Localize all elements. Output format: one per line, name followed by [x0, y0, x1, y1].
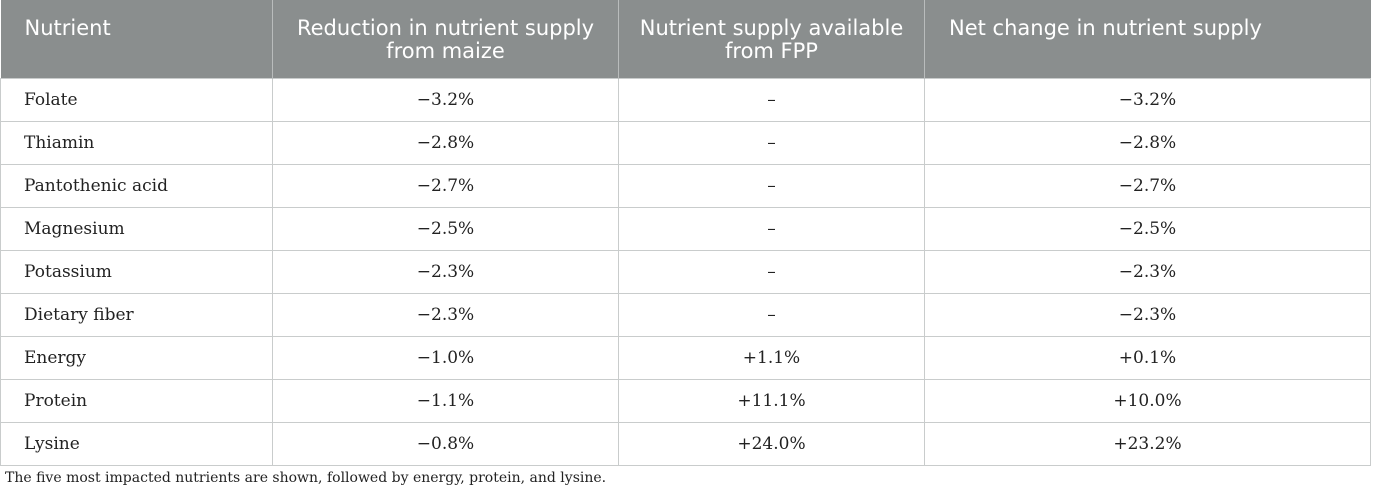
table-row: Pantothenic acid −2.7% – −2.7%: [0, 164, 1371, 208]
header-supply-from-fpp: Nutrient supply available from FPP: [618, 0, 925, 79]
fpp-supply-cell: +1.1%: [618, 336, 925, 380]
table-row: Folate −3.2% – −3.2%: [0, 78, 1371, 122]
nutrient-name-cell: Protein: [0, 379, 273, 423]
nutrient-name-cell: Energy: [0, 336, 273, 380]
header-reduction-from-maize: Reduction in nutrient supply from maize: [272, 0, 619, 79]
nutrient-name-cell: Dietary fiber: [0, 293, 273, 337]
fpp-supply-cell: –: [618, 250, 925, 294]
fpp-supply-cell: –: [618, 164, 925, 208]
reduction-cell: −2.8%: [272, 121, 619, 165]
nutrient-table-container: Nutrient Reduction in nutrient supply fr…: [0, 0, 1371, 466]
net-change-cell: +23.2%: [924, 422, 1371, 466]
table-header: Nutrient Reduction in nutrient supply fr…: [0, 0, 1371, 79]
nutrient-name-cell: Thiamin: [0, 121, 273, 165]
header-net-change: Net change in nutrient supply: [924, 0, 1371, 79]
nutrient-name-cell: Pantothenic acid: [0, 164, 273, 208]
reduction-cell: −2.5%: [272, 207, 619, 251]
reduction-cell: −3.2%: [272, 78, 619, 122]
net-change-cell: −2.7%: [924, 164, 1371, 208]
table-row: Lysine −0.8% +24.0% +23.2%: [0, 422, 1371, 466]
reduction-cell: −1.0%: [272, 336, 619, 380]
nutrient-table: Nutrient Reduction in nutrient supply fr…: [0, 0, 1371, 466]
reduction-cell: −2.3%: [272, 250, 619, 294]
table-footnote: The five most impacted nutrients are sho…: [5, 470, 607, 486]
reduction-cell: −1.1%: [272, 379, 619, 423]
fpp-supply-cell: +11.1%: [618, 379, 925, 423]
table-row: Energy −1.0% +1.1% +0.1%: [0, 336, 1371, 380]
net-change-cell: +0.1%: [924, 336, 1371, 380]
fpp-supply-cell: –: [618, 293, 925, 337]
header-row: Nutrient Reduction in nutrient supply fr…: [0, 0, 1371, 79]
fpp-supply-cell: –: [618, 121, 925, 165]
table-row: Thiamin −2.8% – −2.8%: [0, 121, 1371, 165]
fpp-supply-cell: +24.0%: [618, 422, 925, 466]
table-row: Potassium −2.3% – −2.3%: [0, 250, 1371, 294]
table-row: Dietary fiber −2.3% – −2.3%: [0, 293, 1371, 337]
net-change-cell: −2.3%: [924, 250, 1371, 294]
reduction-cell: −2.7%: [272, 164, 619, 208]
fpp-supply-cell: –: [618, 78, 925, 122]
net-change-cell: −2.3%: [924, 293, 1371, 337]
table-body: Folate −3.2% – −3.2% Thiamin −2.8% – −2.…: [0, 78, 1371, 466]
reduction-cell: −2.3%: [272, 293, 619, 337]
reduction-cell: −0.8%: [272, 422, 619, 466]
nutrient-name-cell: Folate: [0, 78, 273, 122]
net-change-cell: −3.2%: [924, 78, 1371, 122]
header-nutrient: Nutrient: [0, 0, 273, 79]
nutrient-name-cell: Potassium: [0, 250, 273, 294]
fpp-supply-cell: –: [618, 207, 925, 251]
nutrient-name-cell: Magnesium: [0, 207, 273, 251]
net-change-cell: +10.0%: [924, 379, 1371, 423]
nutrient-name-cell: Lysine: [0, 422, 273, 466]
table-row: Magnesium −2.5% – −2.5%: [0, 207, 1371, 251]
net-change-cell: −2.5%: [924, 207, 1371, 251]
table-row: Protein −1.1% +11.1% +10.0%: [0, 379, 1371, 423]
net-change-cell: −2.8%: [924, 121, 1371, 165]
